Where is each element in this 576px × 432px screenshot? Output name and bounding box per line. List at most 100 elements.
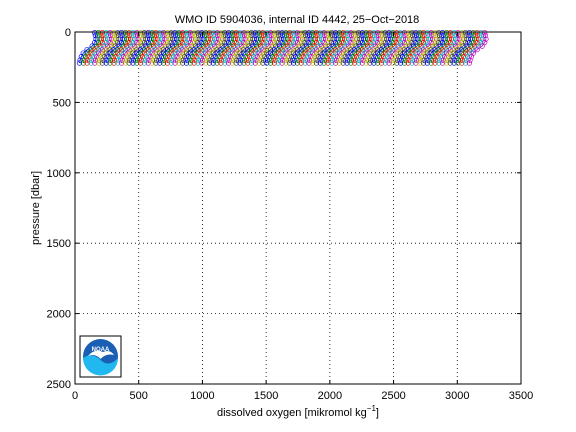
plot-area: [75, 32, 521, 384]
profile-point: [363, 46, 369, 53]
profile-point: [425, 36, 432, 42]
profile-point: [459, 39, 465, 46]
profile-point: [149, 46, 155, 53]
profile-point: [151, 53, 157, 60]
profile-point: [233, 30, 239, 36]
profile-point: [387, 32, 393, 39]
profile-point: [208, 36, 214, 42]
profile-point: [346, 53, 352, 60]
profile-point: [118, 60, 125, 66]
profile-point: [210, 30, 216, 36]
profile-point: [199, 57, 206, 63]
profile-point: [248, 46, 255, 53]
profile-series: [122, 30, 145, 66]
profile-point: [157, 46, 163, 53]
profile-point: [322, 32, 328, 39]
profile-point: [424, 46, 430, 53]
profile-point: [166, 36, 172, 42]
profile-point: [122, 60, 128, 66]
profile-point: [111, 46, 117, 53]
profile-point: [364, 57, 370, 63]
profile-point: [451, 30, 457, 36]
profile-point: [95, 46, 102, 53]
profile-point: [398, 57, 404, 63]
profile-point: [180, 46, 186, 53]
profile-point: [279, 60, 285, 66]
profile-point: [325, 60, 331, 66]
profile-point: [478, 32, 485, 39]
profile-point: [134, 39, 140, 46]
profile-point: [441, 53, 448, 60]
profile-point: [447, 46, 453, 53]
profile-point: [290, 46, 297, 53]
profile-point: [482, 32, 488, 39]
profile-point: [302, 60, 308, 66]
profile-point: [418, 36, 424, 42]
profile-point: [357, 53, 364, 60]
profile-point: [145, 39, 151, 46]
profile-point: [250, 53, 257, 60]
profile-point: [466, 39, 473, 46]
profile-point: [187, 46, 193, 53]
profile-point: [191, 46, 197, 53]
profile-point: [332, 39, 339, 46]
profile-point: [130, 60, 136, 66]
profile-point: [451, 60, 457, 66]
profile-point: [271, 30, 278, 36]
profile-point: [180, 30, 186, 36]
profile-point: [455, 32, 462, 39]
profile-point: [422, 36, 428, 42]
profile-point: [279, 46, 285, 53]
profile-point: [348, 57, 355, 63]
profile-series: [241, 30, 264, 66]
profile-point: [406, 57, 412, 63]
profile-point: [406, 32, 412, 39]
profile-point: [216, 53, 222, 60]
profile-point: [157, 60, 163, 66]
profile-point: [399, 36, 405, 42]
profile-point: [147, 53, 153, 60]
profile-point: [168, 39, 174, 46]
profile-point: [436, 46, 442, 53]
profile-point: [118, 30, 125, 36]
profile-point: [398, 32, 404, 39]
profile-point: [379, 57, 385, 63]
profile-point: [111, 32, 118, 39]
profile-point: [409, 39, 415, 46]
profile-point: [287, 30, 293, 36]
profile-point: [459, 32, 466, 39]
profile-point: [130, 32, 137, 39]
profile-point: [143, 53, 150, 60]
profile-point: [130, 57, 137, 63]
profile-point: [340, 60, 346, 66]
profile-point: [127, 57, 133, 63]
profile-point: [245, 57, 251, 63]
profile-point: [160, 60, 167, 66]
profile-point: [336, 39, 343, 46]
profile-point: [355, 30, 362, 36]
profile-point: [468, 53, 474, 60]
profile-point: [164, 39, 171, 46]
x-axis-title-text: dissolved oxygen [mikromol kg: [217, 407, 367, 419]
profile-point: [321, 60, 327, 66]
profile-point: [264, 57, 271, 63]
profile-point: [275, 39, 281, 46]
profile-point: [415, 53, 421, 60]
profile-point: [149, 39, 155, 46]
profile-series: [80, 30, 103, 66]
profile-point: [169, 57, 175, 63]
profile-point: [243, 53, 249, 60]
profile-point: [123, 36, 130, 42]
profile-point: [436, 39, 442, 46]
profile-point: [227, 36, 233, 42]
profile-point: [303, 36, 309, 42]
profile-point: [336, 30, 343, 36]
profile-point: [352, 46, 358, 53]
profile-point: [375, 57, 381, 63]
profile-point: [226, 32, 232, 39]
profile-point: [204, 53, 211, 60]
profile-point: [195, 60, 201, 66]
profile-point: [245, 46, 251, 53]
profile-point: [275, 46, 281, 53]
profile-point: [470, 46, 476, 53]
